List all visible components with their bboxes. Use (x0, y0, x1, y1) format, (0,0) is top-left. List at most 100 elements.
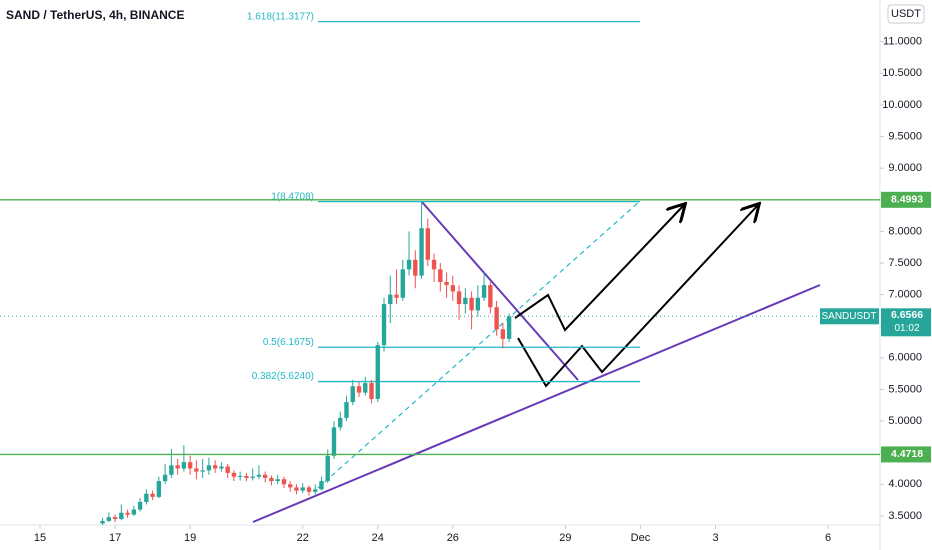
candle-body (156, 481, 162, 497)
candle-body (200, 470, 205, 472)
plot-area (100, 20, 821, 525)
price-tag (881, 191, 931, 208)
candle-body (131, 509, 137, 515)
candle-body (394, 294, 399, 298)
candle-body (150, 493, 155, 497)
candle-body (469, 297, 474, 311)
candle-body (475, 297, 481, 311)
x-tick-label: 24 (372, 532, 384, 544)
candle-body (250, 476, 255, 478)
y-tick-label: 10.5000 (882, 67, 922, 79)
candle-body (400, 269, 405, 298)
candle-body (244, 476, 249, 478)
y-tick-label: 3.5000 (888, 510, 922, 522)
candle-body (219, 466, 224, 469)
candle-body (344, 402, 349, 418)
candle-body (288, 484, 293, 488)
candle-body (194, 468, 199, 472)
price-tag (881, 446, 931, 463)
x-tick-label: 15 (34, 532, 46, 544)
chart-title: SAND / TetherUS, 4h, BINANCE (6, 8, 184, 22)
candle-body (413, 259, 418, 276)
candle-body (119, 512, 124, 520)
x-tick-label: 22 (297, 532, 309, 544)
candle-body (406, 259, 412, 270)
candle-body (431, 259, 437, 270)
candle-body (306, 487, 312, 492)
y-tick-label: 9.0000 (888, 162, 922, 174)
candle-body (300, 487, 305, 491)
candle-body (438, 269, 443, 282)
x-tick-label: 3 (712, 532, 718, 544)
y-tick-label: 11.0000 (883, 36, 922, 48)
currency-label[interactable]: USDT (891, 8, 921, 20)
x-tick-label: 6 (825, 532, 831, 544)
projection-arrow (514, 205, 684, 332)
candle-body (338, 417, 343, 428)
candle-body (488, 285, 493, 308)
candle-body (294, 487, 299, 491)
y-tick-label: 6.0000 (888, 352, 922, 364)
y-tick-label: 9.5000 (888, 130, 922, 142)
fib-label: 0.5(6.1675) (263, 337, 314, 348)
symbol-tag (820, 308, 879, 325)
currency-badge[interactable] (887, 4, 925, 24)
candle-body (450, 285, 456, 292)
candle-body (506, 316, 512, 339)
candle-body (206, 465, 212, 471)
y-tick-label: 5.0000 (888, 415, 922, 427)
candle-body (231, 472, 237, 477)
candle-body (419, 228, 424, 276)
candle-body (481, 285, 487, 298)
candle-body (456, 291, 462, 305)
trend-line (421, 201, 579, 381)
y-tick-label: 5.5000 (888, 383, 922, 395)
countdown-label: 01:02 (894, 323, 919, 334)
candle-body (388, 294, 393, 305)
price-tag-label: 6.6566 (891, 309, 923, 321)
candle-body (463, 297, 468, 305)
candle-body (181, 462, 187, 469)
y-tick-label: 10.0000 (882, 99, 922, 111)
candle-body (169, 465, 174, 475)
candle-body (313, 489, 318, 492)
candle-body (100, 520, 105, 524)
candle-body (500, 329, 506, 339)
trend-line (252, 284, 821, 523)
candle-body (425, 228, 430, 260)
price-tag (881, 308, 931, 337)
candle-body (256, 474, 262, 477)
x-tick-label: 29 (559, 532, 571, 544)
candle-body (356, 386, 362, 393)
candle-body (381, 304, 387, 346)
x-tick-label: Dec (631, 532, 651, 544)
candle-body (212, 465, 218, 469)
candle-body (363, 383, 368, 393)
candle-body (106, 517, 112, 521)
y-tick-label: 8.0000 (888, 225, 922, 237)
candle-body (175, 465, 180, 469)
fib-label: 0.382(5.6240) (252, 371, 314, 382)
candle-body (444, 281, 449, 286)
y-tick-label: 7.0000 (888, 289, 922, 301)
candle-body (269, 477, 274, 482)
candle-body (494, 307, 499, 330)
candle-body (375, 345, 380, 399)
y-tick-label: 4.0000 (888, 478, 922, 490)
candle-body (281, 479, 287, 485)
candle-body (137, 501, 143, 510)
projection-arrow (517, 205, 758, 388)
candle-body (369, 383, 374, 399)
x-tick-label: 26 (447, 532, 459, 544)
candle-body (162, 474, 168, 482)
fib-label: 1(8.4708) (271, 191, 314, 202)
candle-body (237, 476, 243, 478)
candle-body (112, 517, 118, 520)
candle-body (262, 474, 268, 478)
candle-body (225, 466, 230, 473)
candle-body (319, 481, 324, 490)
price-tag-label: 4.4718 (891, 448, 923, 460)
candle-body (331, 427, 337, 456)
